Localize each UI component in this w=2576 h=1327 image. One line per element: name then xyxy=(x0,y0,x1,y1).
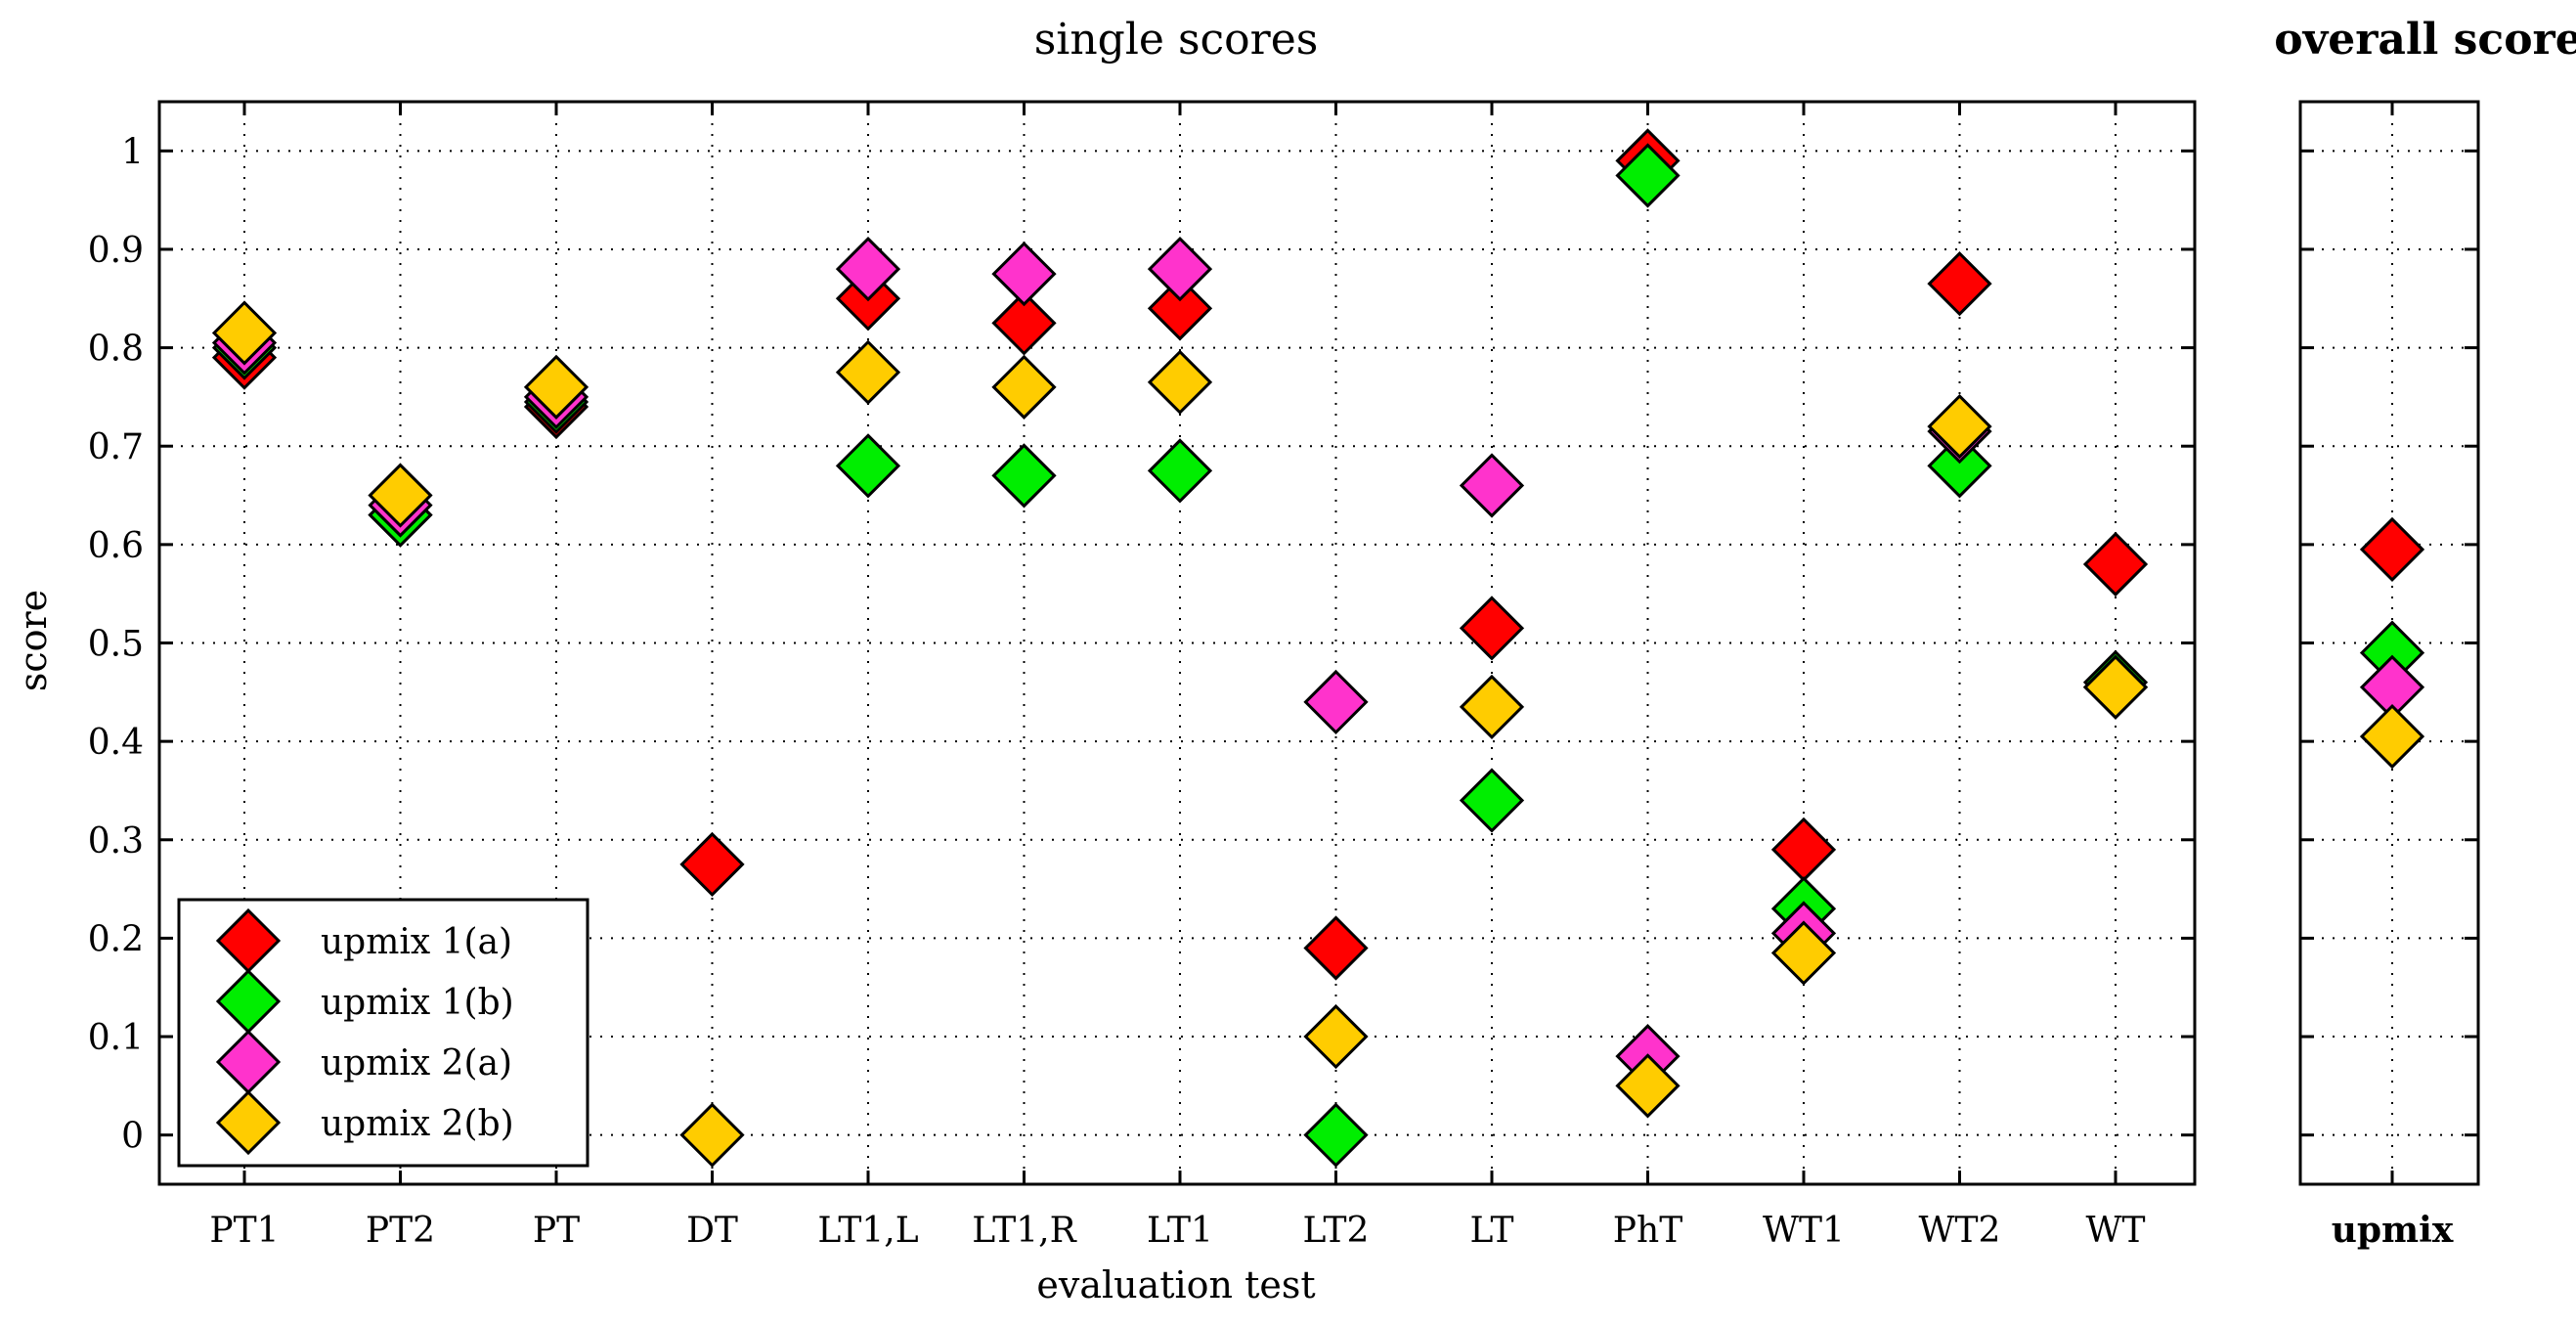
point-upmix-1-a-lt1-r xyxy=(991,290,1057,356)
x-tick-label-lt1: LT1 xyxy=(1147,1211,1213,1251)
point-upmix-1-b-wt2 xyxy=(1927,433,1992,499)
x-tick-label-pt2: PT2 xyxy=(366,1211,435,1251)
grid-lines xyxy=(159,102,2195,1184)
data-points xyxy=(211,128,2149,1168)
single-scores-panel: single scores evaluation test score 0 0.1… xyxy=(12,15,2197,1306)
legend: upmix 1(a) upmix 1(b) upmix 2(a) upmix 2(b) xyxy=(177,898,589,1168)
x-tick-label-pht: PhT xyxy=(1613,1211,1682,1251)
point-upmix-2-a-lt2 xyxy=(1303,669,1369,735)
point-upmix-1-a-lt xyxy=(1459,596,1525,661)
y-tick-label: 0.5 xyxy=(88,625,144,665)
x-tick-label-lt1-r: LT1,R xyxy=(972,1211,1076,1251)
x-tick-label-pt1: PT1 xyxy=(209,1211,279,1251)
point-upmix-1-b-lt1 xyxy=(1147,438,1213,504)
point-upmix-2-b-dt xyxy=(679,1102,745,1168)
point-upmix-2-b-lt1-l xyxy=(835,339,901,405)
point-upmix-1-a-dt xyxy=(679,831,745,898)
point-upmix-1-b-lt2 xyxy=(1303,1102,1369,1168)
point-upmix-1-b-lt1-l xyxy=(835,433,901,499)
x-tick-label-wt2: WT2 xyxy=(1919,1211,2001,1251)
overall-data-points xyxy=(2359,516,2425,770)
overall-point-upmix-1-a xyxy=(2359,516,2425,583)
y-tick-label: 0.7 xyxy=(88,427,144,467)
point-upmix-2-a-lt xyxy=(1459,453,1525,518)
overall-x-tick-label-upmix: upmix xyxy=(2332,1210,2454,1251)
overall-plot-frame xyxy=(2298,100,2480,1186)
overall-grid-lines xyxy=(2300,102,2478,1184)
point-upmix-2-a-lt1-r xyxy=(991,241,1057,307)
y-tick-label: 1 xyxy=(121,132,144,172)
point-upmix-1-b-lt xyxy=(1459,768,1525,833)
point-upmix-2-b-lt xyxy=(1459,674,1525,740)
point-upmix-2-b-pt2 xyxy=(368,463,433,528)
point-upmix-1-a-wt2 xyxy=(1927,251,1992,317)
point-upmix-2-b-pt xyxy=(523,354,589,420)
x-tick-label-wt1: WT1 xyxy=(1763,1211,1845,1251)
point-upmix-2-a-lt1-l xyxy=(835,236,901,302)
y-tick-label: 0.9 xyxy=(88,231,144,271)
y-tick-label: 0.3 xyxy=(88,821,144,862)
y-tick-label: 0.2 xyxy=(88,919,144,959)
point-upmix-1-a-lt2 xyxy=(1303,915,1369,981)
plot-frame xyxy=(157,100,2197,1186)
overall-title: overall score xyxy=(2274,15,2576,65)
y-tick-label: 0 xyxy=(121,1117,144,1157)
legend-marker-upmix-2-b xyxy=(215,1089,282,1156)
point-upmix-2-b-lt1 xyxy=(1147,349,1213,415)
x-tick-label-lt1-l: LT1,L xyxy=(817,1211,918,1251)
point-upmix-2-b-pht xyxy=(1615,1053,1681,1119)
x-tick-label-lt2: LT2 xyxy=(1303,1211,1370,1251)
point-upmix-1-b-pht xyxy=(1615,143,1681,208)
y-tick-label: 0.1 xyxy=(88,1018,144,1058)
point-upmix-2-b-wt2 xyxy=(1927,393,1992,460)
x-tick-label-dt: DT xyxy=(686,1211,738,1251)
point-upmix-2-b-lt2 xyxy=(1303,1003,1369,1070)
x-axis-label: evaluation test xyxy=(1036,1263,1315,1306)
point-upmix-1-a-wt1 xyxy=(1770,817,1837,882)
legend-label-upmix-1-b: upmix 1(b) xyxy=(321,983,514,1023)
overall-point-upmix-2-b xyxy=(2359,703,2425,770)
point-upmix-1-b-lt1-r xyxy=(991,443,1057,509)
y-tick-label: 0.4 xyxy=(88,723,144,763)
overall-score-panel: overall score upmix xyxy=(2274,15,2576,1251)
point-upmix-2-a-lt1 xyxy=(1147,236,1213,302)
y-tick-label: 0.6 xyxy=(88,526,144,566)
y-tick-labels: 0 0.1 0.2 0.3 0.4 0.5 0.6 0.7 0.8 0.9 1 xyxy=(88,132,144,1156)
point-upmix-1-a-wt xyxy=(2082,531,2149,597)
x-tick-label-pt: PT xyxy=(533,1211,580,1251)
overall-x-tick-labels: upmix xyxy=(2332,1210,2454,1251)
point-upmix-2-b-wt xyxy=(2082,654,2149,720)
x-tick-label-lt: LT xyxy=(1470,1211,1514,1251)
legend-label-upmix-2-b: upmix 2(b) xyxy=(321,1104,514,1144)
x-tick-labels: PT1 PT2 PT DT LT1,L LT1,R LT1 LT2 LT PhT WT1 WT2 WT xyxy=(209,1211,2145,1251)
main-title: single scores xyxy=(1034,15,1319,65)
point-upmix-2-b-pt1 xyxy=(211,300,278,366)
point-upmix-2-b-lt1-r xyxy=(991,354,1057,420)
x-tick-label-wt: WT xyxy=(2085,1211,2145,1251)
legend-label-upmix-2-a: upmix 2(a) xyxy=(321,1043,512,1084)
point-upmix-1-a-lt1 xyxy=(1147,276,1213,341)
y-axis-label: score xyxy=(12,590,55,691)
y-tick-label: 0.8 xyxy=(88,330,144,370)
point-upmix-2-b-wt1 xyxy=(1770,920,1837,986)
legend-label-upmix-1-a: upmix 1(a) xyxy=(321,922,512,962)
